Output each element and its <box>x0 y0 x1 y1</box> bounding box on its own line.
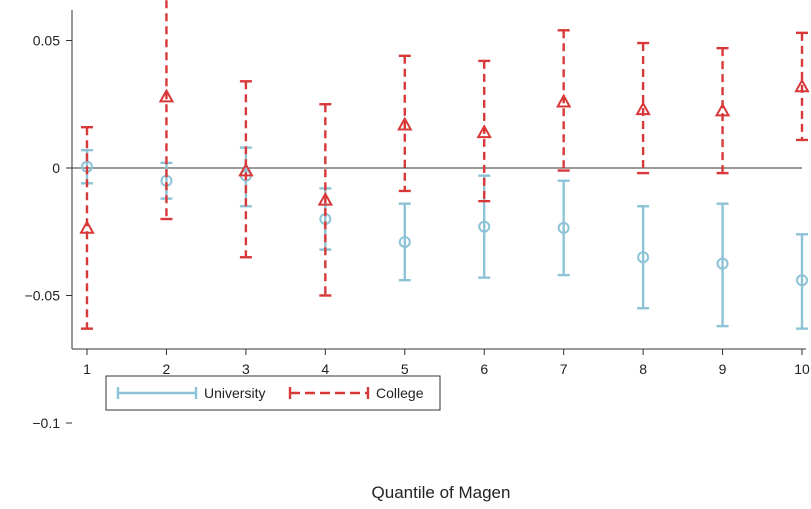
university-point <box>398 235 411 248</box>
x-tick-label: 3 <box>242 361 250 377</box>
x-tick-label: 5 <box>401 361 409 377</box>
college-point <box>158 88 175 103</box>
y-tick-label: −0.1 <box>32 415 60 431</box>
college-point <box>794 78 810 93</box>
legend-label-college: College <box>376 385 424 401</box>
series-college <box>79 0 810 330</box>
university-point <box>637 251 650 264</box>
x-tick-label: 7 <box>560 361 568 377</box>
y-axis: 0.10.050−0.05−0.1 <box>25 33 72 431</box>
series-university <box>81 146 808 330</box>
y-tick-label: 0 <box>52 160 60 176</box>
x-tick-label: 1 <box>83 361 91 377</box>
x-tick-label: 10 <box>794 361 810 377</box>
y-tick-label: −0.05 <box>25 288 61 304</box>
x-tick-label: 8 <box>639 361 647 377</box>
x-tick-label: 2 <box>163 361 171 377</box>
college-point <box>238 162 254 177</box>
x-tick-label: 9 <box>719 361 727 377</box>
plot-area <box>71 10 806 350</box>
college-point <box>476 124 492 139</box>
college-point <box>317 191 334 206</box>
legend: University College <box>105 375 441 411</box>
university-point <box>557 221 570 234</box>
college-point <box>555 93 572 108</box>
university-point <box>796 274 808 287</box>
y-tick-label: 0.05 <box>33 33 60 49</box>
college-point <box>397 116 413 131</box>
college-point <box>79 219 95 234</box>
series-layer <box>79 0 810 330</box>
college-point <box>714 102 731 117</box>
university-point <box>716 257 729 270</box>
legend-label-university: University <box>204 385 265 401</box>
x-tick-label: 6 <box>480 361 488 377</box>
x-axis: 1 2 3 4 5 6 7 8 9 10 <box>83 349 810 377</box>
university-point <box>478 220 491 233</box>
x-tick-label: 4 <box>321 361 329 377</box>
x-axis-title: Quantile of Magen <box>372 483 511 502</box>
college-point <box>635 101 651 116</box>
